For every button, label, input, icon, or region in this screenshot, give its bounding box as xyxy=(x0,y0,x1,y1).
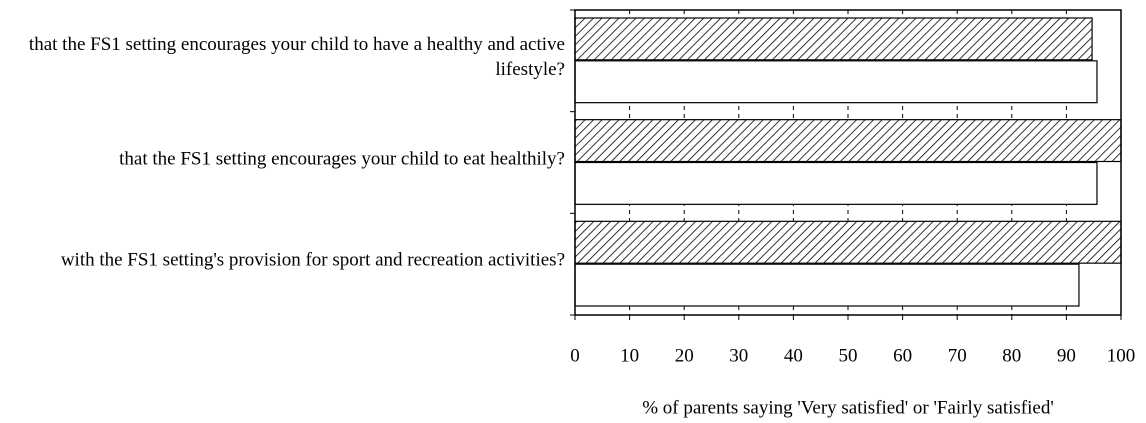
x-tick-label: 0 xyxy=(570,345,580,366)
y-tick-label: that the FS1 setting encourages your chi… xyxy=(119,148,565,169)
bar xyxy=(574,60,1098,104)
x-axis-label: % of parents saying 'Very satisfied' or … xyxy=(642,397,1054,418)
plot-frame xyxy=(574,9,1122,316)
x-tick-label: 60 xyxy=(893,345,912,366)
bar xyxy=(574,263,1080,307)
y-tick-label: that the FS1 setting encourages your chi… xyxy=(28,33,565,80)
x-tick-label: 90 xyxy=(1057,345,1076,366)
x-tick-label: 80 xyxy=(1002,345,1021,366)
bar xyxy=(574,161,1098,205)
x-tick-label: 100 xyxy=(1107,345,1136,366)
x-tick-label: 20 xyxy=(675,345,694,366)
x-tick-label: 40 xyxy=(784,345,803,366)
y-tick-label: with the FS1 setting's provision for spo… xyxy=(60,249,565,271)
x-tick-label: 30 xyxy=(729,345,748,366)
bar xyxy=(574,220,1122,264)
x-tick-label: 50 xyxy=(839,345,858,366)
bar xyxy=(574,119,1122,163)
bar xyxy=(574,17,1093,61)
x-tick-label: 70 xyxy=(948,345,967,366)
x-tick-label: 10 xyxy=(620,345,639,366)
